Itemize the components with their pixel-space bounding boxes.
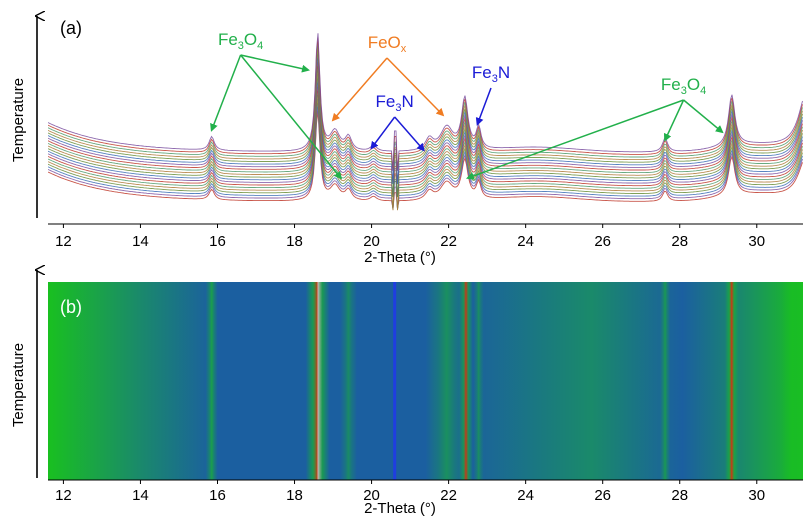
trace-4 xyxy=(48,94,803,211)
x-tick-label: 20 xyxy=(363,487,380,504)
annotation-label-1: FeOx xyxy=(368,33,407,55)
x-tick-label: 14 xyxy=(132,233,149,250)
trace-17 xyxy=(48,41,803,171)
annotation-arrow-0-2 xyxy=(240,54,343,180)
x-tick-label: 28 xyxy=(671,233,688,250)
heatmap-band-2 xyxy=(339,282,357,480)
x-tick-label: 18 xyxy=(286,233,303,250)
annotation-label-4: Fe3O4 xyxy=(661,75,706,97)
x-tick-label: 28 xyxy=(671,487,688,504)
annotation-arrow-0-1 xyxy=(240,54,310,73)
x-tick-label: 24 xyxy=(517,487,534,504)
trace-2 xyxy=(48,103,803,210)
annotation-arrow-2-0 xyxy=(475,87,492,126)
heatmap-band-1 xyxy=(305,282,330,480)
trace-10 xyxy=(48,70,803,183)
trace-9 xyxy=(48,74,803,198)
trace-3 xyxy=(48,98,803,210)
x-axis-b: 12 14 16 18 20 22 24 26 28 30 xyxy=(48,479,803,504)
annotation-arrow-4-2 xyxy=(465,99,684,180)
annotation-arrow-1-1 xyxy=(386,57,445,117)
panel-a: Temperature (a) 12 14 16 18 20 22 24 26 28 30 2-T… xyxy=(10,16,803,266)
ylabel-a: Temperature xyxy=(10,78,27,162)
stacked-traces xyxy=(48,33,803,211)
trace-14 xyxy=(48,53,803,185)
annotation-arrow-3-0 xyxy=(370,116,396,150)
x-tick-label: 26 xyxy=(594,487,611,504)
annotation-label-0: Fe3O4 xyxy=(218,30,263,52)
panel-label-a: (a) xyxy=(60,18,82,38)
heatmap-band-6 xyxy=(660,282,671,480)
heatmap-bands xyxy=(205,282,803,480)
trace-16 xyxy=(48,45,803,170)
annotation-arrow-3-1 xyxy=(394,116,425,152)
x-tick-label: 24 xyxy=(517,233,534,250)
heatmap-band-8 xyxy=(781,282,803,480)
panel-b: Temperature (b) 12 14 16 18 20 22 24 26 28 30 2-T… xyxy=(10,270,803,517)
xlabel-b: 2-Theta (°) xyxy=(364,500,436,517)
x-tick-label: 12 xyxy=(55,233,72,250)
x-tick-label: 12 xyxy=(55,487,72,504)
x-axis-a: 12 14 16 18 20 22 24 26 28 30 xyxy=(48,223,803,250)
trace-15 xyxy=(48,49,803,170)
annotation-arrow-1-0 xyxy=(331,57,388,122)
x-tick-label: 22 xyxy=(440,233,457,250)
x-tick-label: 16 xyxy=(209,233,226,250)
annotations: Fe3O4 FeOx Fe3N Fe3N Fe3O4 xyxy=(210,30,724,180)
heatmap-band-0 xyxy=(205,282,218,480)
annotation-arrow-0-0 xyxy=(210,54,242,132)
trace-8 xyxy=(48,78,803,197)
heatmap-band-5 xyxy=(473,282,484,480)
xlabel-a: 2-Theta (°) xyxy=(364,249,436,266)
x-tick-label: 16 xyxy=(209,487,226,504)
x-tick-label: 20 xyxy=(363,233,380,250)
heatmap-artifact-line xyxy=(393,282,397,480)
x-tick-label: 14 xyxy=(132,487,149,504)
trace-19 xyxy=(48,33,803,171)
heatmap-band-4 xyxy=(459,282,473,480)
heatmap-band-7 xyxy=(724,282,739,480)
trace-18 xyxy=(48,37,803,171)
trace-1 xyxy=(48,107,803,210)
trace-7 xyxy=(48,82,803,197)
trace-5 xyxy=(48,90,803,196)
annotation-label-3: Fe3N xyxy=(376,92,414,114)
panel-label-b: (b) xyxy=(60,297,82,317)
trace-0 xyxy=(48,111,803,209)
trace-6 xyxy=(48,86,803,197)
x-tick-label: 22 xyxy=(440,487,457,504)
trace-13 xyxy=(48,57,803,184)
annotation-label-2: Fe3N xyxy=(472,63,510,85)
x-tick-label: 30 xyxy=(748,233,765,250)
annotation-arrow-4-1 xyxy=(683,99,724,134)
x-tick-label: 18 xyxy=(286,487,303,504)
annotation-arrow-4-0 xyxy=(663,99,685,142)
x-tick-label: 26 xyxy=(594,233,611,250)
trace-12 xyxy=(48,61,803,184)
trace-11 xyxy=(48,66,803,183)
x-tick-label: 30 xyxy=(748,487,765,504)
ylabel-b: Temperature xyxy=(10,343,27,427)
